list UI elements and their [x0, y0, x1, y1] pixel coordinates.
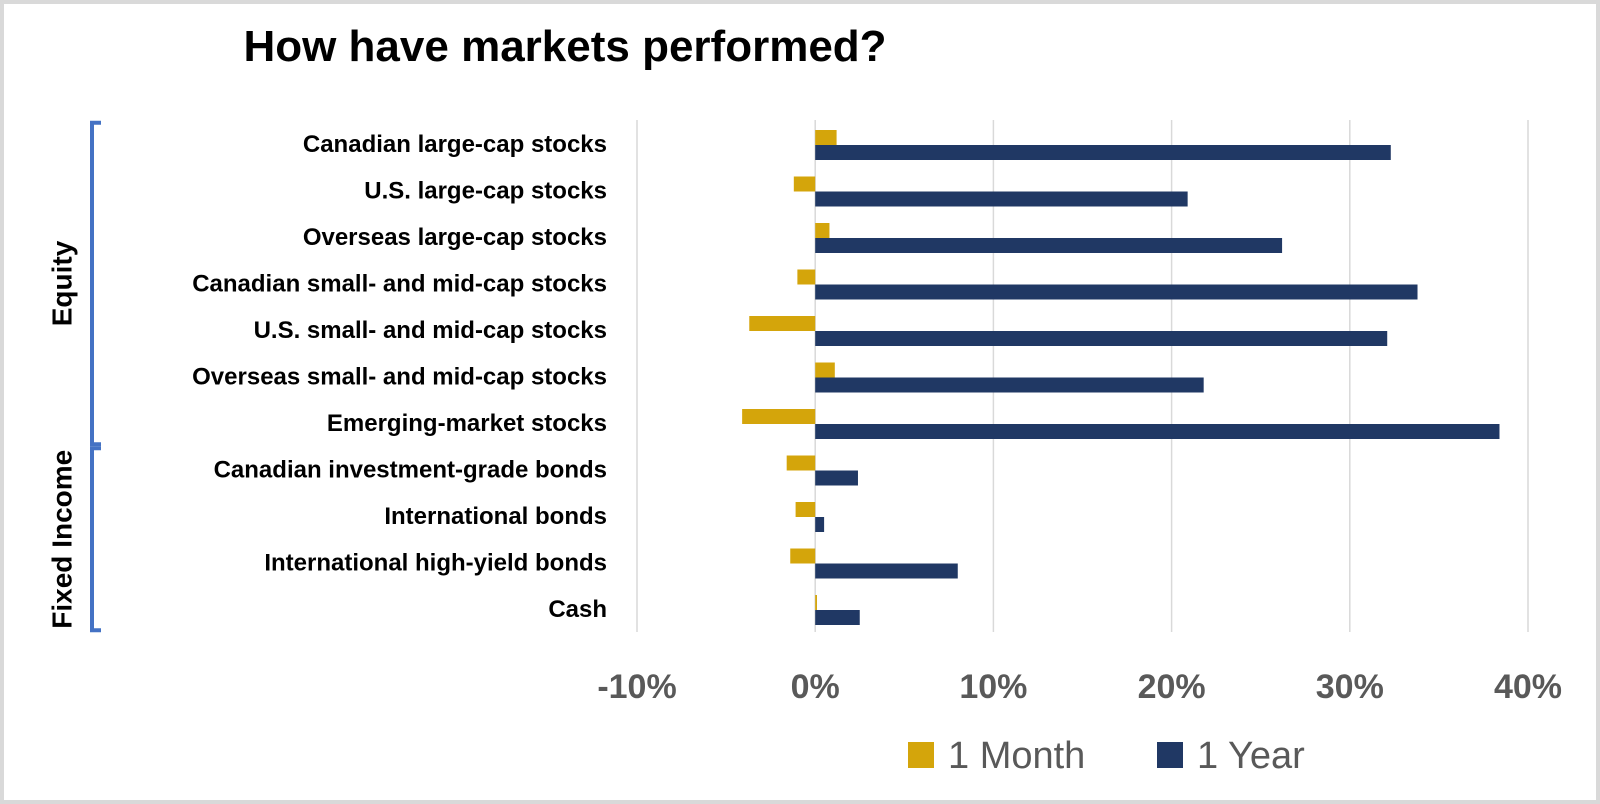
chart-title: How have markets performed?: [243, 22, 887, 71]
x-tick-label: -10%: [597, 668, 676, 706]
bar-1-year: [815, 470, 858, 486]
bar-1-year: [815, 191, 1188, 207]
category-labels: Canadian large-cap stocks U.S. large-cap …: [192, 131, 607, 623]
category-label: International high-yield bonds: [264, 550, 607, 577]
bar-1-year: [815, 424, 1500, 439]
x-tick-label: 20%: [1138, 668, 1206, 706]
group-brackets: Equity Fixed Income: [47, 120, 101, 633]
category-label: Overseas small- and mid-cap stocks: [192, 364, 607, 391]
bar-1-year: [815, 517, 825, 532]
bar-1-month: [795, 502, 816, 517]
bar-1-year: [815, 284, 1418, 300]
legend: 1 Month 1 Year: [908, 735, 1305, 777]
bar-1-month: [742, 409, 816, 424]
bar-1-month: [786, 455, 816, 471]
legend-label: 1 Month: [948, 735, 1085, 777]
legend-label: 1 Year: [1197, 735, 1305, 777]
bar-1-month: [815, 595, 817, 610]
category-label: Canadian small- and mid-cap stocks: [192, 271, 607, 298]
category-label: Canadian large-cap stocks: [303, 131, 607, 158]
bar-1-year: [815, 563, 958, 579]
bar-1-year: [815, 145, 1391, 160]
bar-1-month: [749, 316, 816, 331]
group-bracket: [90, 446, 101, 633]
bar-1-month: [793, 176, 816, 192]
category-label: U.S. large-cap stocks: [364, 178, 607, 205]
bar-1-year: [815, 238, 1283, 253]
category-label: Overseas large-cap stocks: [303, 224, 607, 251]
bar-1-month: [815, 223, 830, 238]
x-tick-label: 0%: [791, 668, 840, 706]
bar-1-month: [815, 362, 835, 378]
x-tick-label: 40%: [1494, 668, 1562, 706]
category-label: Emerging-market stocks: [327, 410, 607, 437]
bar-1-month: [815, 130, 837, 145]
group-label: Fixed Income: [47, 450, 78, 629]
legend-swatch: [908, 742, 934, 768]
group-label: Equity: [47, 240, 78, 326]
x-tick-labels: -10% 0% 10% 20% 30% 40%: [597, 668, 1562, 706]
bar-1-year: [815, 331, 1388, 346]
group-bracket: [90, 120, 101, 447]
x-tick-label: 30%: [1316, 668, 1384, 706]
x-tick-label: 10%: [959, 668, 1027, 706]
bar-1-year: [815, 610, 860, 625]
category-label: Canadian investment-grade bonds: [214, 457, 607, 484]
bars: [742, 130, 1500, 625]
bar-1-month: [790, 548, 816, 564]
bar-1-month: [797, 269, 816, 285]
category-label: Cash: [548, 596, 607, 623]
category-label: International bonds: [384, 503, 607, 530]
category-label: U.S. small- and mid-cap stocks: [254, 317, 607, 344]
bar-1-year: [815, 377, 1204, 393]
legend-swatch: [1157, 742, 1183, 768]
